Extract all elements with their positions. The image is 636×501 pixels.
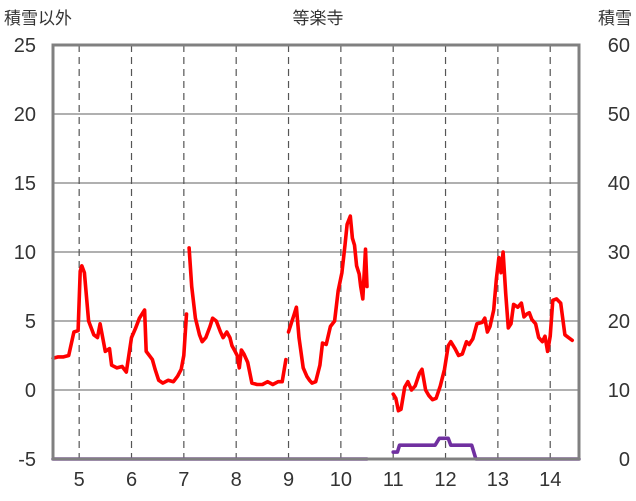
x-tick-label: 7 [178, 469, 189, 491]
tick-labels: -5 0 5 10 15 20 25 0 10 20 30 40 50 60 5 6 7 8 9 10 11 12 13 14 [14, 35, 630, 491]
grid [53, 44, 579, 460]
x-tick-label: 14 [539, 469, 561, 491]
x-tick-label: 10 [330, 469, 352, 491]
other-value-line-segment [286, 214, 369, 385]
y-right-tick-label: 60 [608, 35, 630, 57]
plot-frame [51, 43, 581, 461]
snow-depth-line-segment [391, 436, 581, 461]
y-right-tick-label: 30 [608, 242, 630, 264]
other-value-line-segment [391, 250, 575, 413]
y-left-tick-label: 10 [14, 242, 36, 264]
chart-title: 等楽寺 [293, 9, 344, 29]
x-tick-label: 8 [231, 469, 242, 491]
left-axis-label: 積雪以外 [4, 9, 72, 29]
other-value-line-segment [187, 246, 288, 387]
x-tick-label: 11 [383, 469, 404, 491]
x-tick-label: 13 [487, 469, 509, 491]
y-left-tick-label: 5 [25, 311, 36, 333]
x-tick-label: 9 [283, 469, 294, 491]
x-tick-label: 6 [126, 469, 137, 491]
y-left-tick-label: 20 [14, 104, 36, 126]
y-left-tick-label: 15 [14, 173, 36, 195]
y-right-tick-label: 50 [608, 104, 630, 126]
y-left-tick-label: 25 [14, 35, 36, 57]
right-axis-label: 積雪 [598, 9, 632, 29]
y-left-tick-label: -5 [18, 449, 36, 471]
x-tick-label: 5 [74, 469, 85, 491]
x-tick-label: 12 [434, 469, 456, 491]
y-right-tick-label: 10 [608, 380, 630, 402]
y-right-tick-label: 0 [619, 449, 630, 471]
y-left-tick-label: 0 [25, 380, 36, 402]
y-right-tick-label: 20 [608, 311, 630, 333]
y-right-tick-label: 40 [608, 173, 630, 195]
other-value-line-segment [51, 263, 189, 385]
